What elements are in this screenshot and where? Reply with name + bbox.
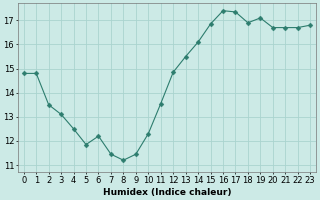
X-axis label: Humidex (Indice chaleur): Humidex (Indice chaleur) <box>103 188 231 197</box>
